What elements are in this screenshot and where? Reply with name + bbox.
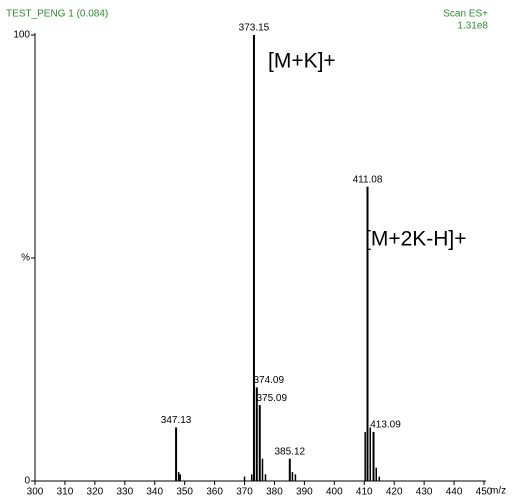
peak-label: 413.09 bbox=[370, 420, 401, 431]
x-tick-label: 430 bbox=[416, 487, 433, 498]
x-tick-label: 320 bbox=[87, 487, 104, 498]
x-tick-label: 400 bbox=[326, 487, 343, 498]
x-tick-label: 390 bbox=[296, 487, 313, 498]
peak-label: 375.09 bbox=[256, 393, 287, 404]
x-tick-label: 310 bbox=[57, 487, 74, 498]
x-tick-label: 420 bbox=[386, 487, 403, 498]
peak-label: 373.15 bbox=[239, 23, 270, 34]
x-tick-label: 330 bbox=[116, 487, 133, 498]
x-tick-label: 410 bbox=[356, 487, 373, 498]
x-tick-label: 340 bbox=[146, 487, 163, 498]
x-tick-label: 370 bbox=[236, 487, 253, 498]
x-tick-label: 360 bbox=[206, 487, 223, 498]
peak-label: 385.12 bbox=[274, 446, 305, 457]
intensity-label: 1.31e8 bbox=[457, 21, 488, 32]
x-tick-label: 440 bbox=[446, 487, 463, 498]
x-axis-label: m/z bbox=[490, 486, 506, 497]
peak-label: 411.08 bbox=[353, 174, 383, 185]
x-tick-label: 380 bbox=[266, 487, 283, 498]
y-tick-label: 100 bbox=[13, 30, 30, 41]
annotation: [M+K]+ bbox=[268, 50, 336, 73]
scan-label: Scan ES+ bbox=[443, 9, 488, 20]
x-tick-label: 450 bbox=[476, 487, 493, 498]
peak-label: 374.09 bbox=[253, 375, 284, 386]
x-tick-label: 350 bbox=[176, 487, 193, 498]
y-tick-label: % bbox=[21, 253, 30, 264]
chart-title: TEST_PENG 1 (0.084) bbox=[6, 9, 108, 20]
y-tick-label: 0 bbox=[24, 476, 30, 487]
x-tick-label: 300 bbox=[27, 487, 44, 498]
annotation: [M+2K-H]+ bbox=[365, 228, 467, 251]
peak-label: 347.13 bbox=[161, 415, 192, 426]
